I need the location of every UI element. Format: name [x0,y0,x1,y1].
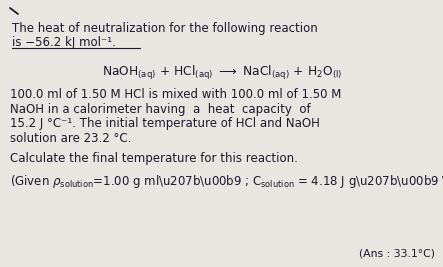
Text: The heat of neutralization for the following reaction: The heat of neutralization for the follo… [12,22,318,35]
Text: solution are 23.2 °C.: solution are 23.2 °C. [10,132,132,144]
Text: Calculate the final temperature for this reaction.: Calculate the final temperature for this… [10,152,298,165]
Text: NaOH$_{\mathregular{(aq)}}$ + HCl$_{\mathregular{(aq)}}$ $\longrightarrow$ NaCl$: NaOH$_{\mathregular{(aq)}}$ + HCl$_{\mat… [102,64,342,82]
Text: (Ans : 33.1°C): (Ans : 33.1°C) [359,248,435,258]
Text: 100.0 ml of 1.50 M HCl is mixed with 100.0 ml of 1.50 M: 100.0 ml of 1.50 M HCl is mixed with 100… [10,88,342,101]
Text: (Given $\rho_{\mathregular{solution}}$=1.00 g ml\u207b\u00b9 ; C$_{\mathregular{: (Given $\rho_{\mathregular{solution}}$=1… [10,172,443,190]
Text: NaOH in a calorimeter having  a  heat  capacity  of: NaOH in a calorimeter having a heat capa… [10,103,311,116]
Text: 15.2 J °C⁻¹. The initial temperature of HCl and NaOH: 15.2 J °C⁻¹. The initial temperature of … [10,117,320,130]
Text: is −56.2 kJ mol⁻¹.: is −56.2 kJ mol⁻¹. [12,36,116,49]
